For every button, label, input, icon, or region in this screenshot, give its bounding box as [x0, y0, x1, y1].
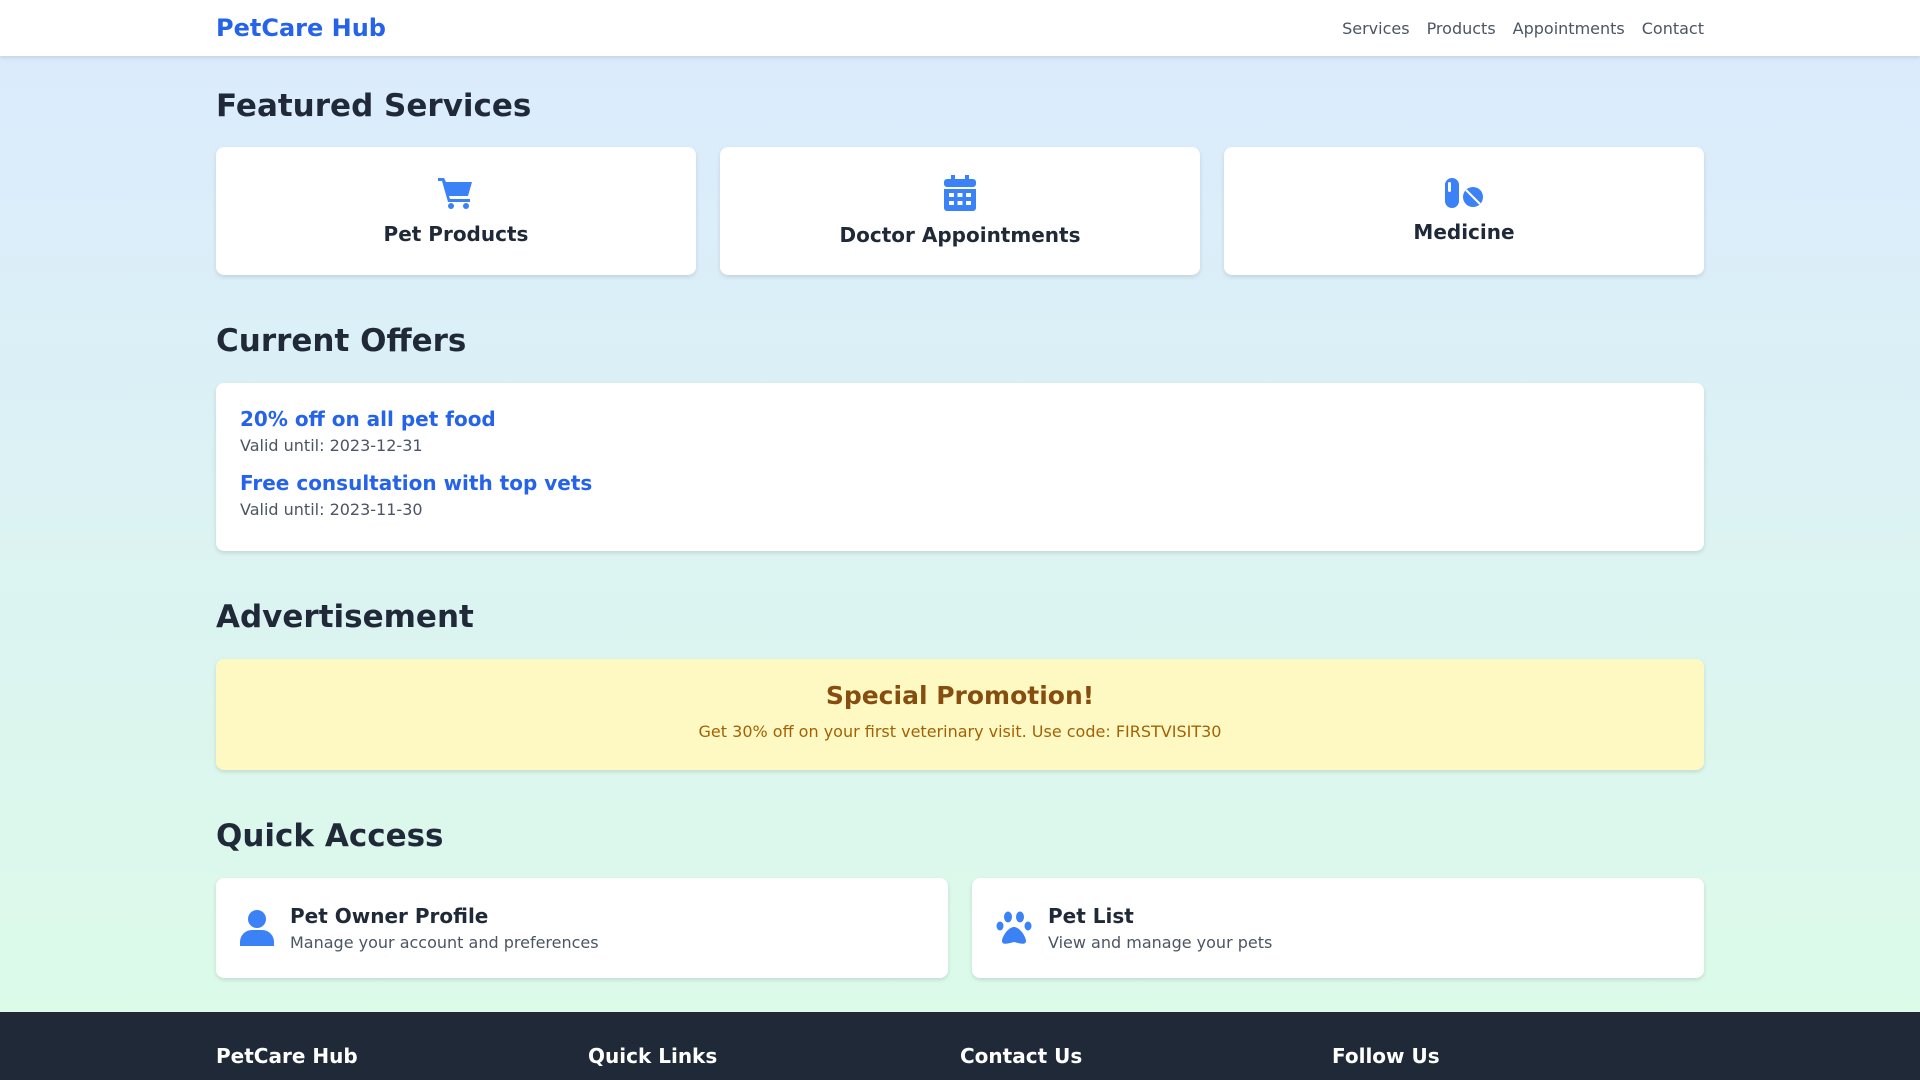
- offer-item: 20% off on all pet food Valid until: 202…: [240, 407, 1680, 455]
- footer-brand: PetCare Hub: [216, 1044, 358, 1068]
- site-footer: PetCare Hub Quick Links Contact Us Follo…: [0, 1012, 1920, 1080]
- offer-validity: Valid until: 2023-11-30: [240, 500, 423, 519]
- service-label: Pet Products: [383, 222, 529, 246]
- nav-contact[interactable]: Contact: [1641, 18, 1704, 38]
- quick-access-pet-list[interactable]: Pet List View and manage your pets: [972, 878, 1704, 978]
- footer-quick-links-heading: Quick Links: [588, 1044, 718, 1068]
- offers-title: Current Offers: [216, 323, 467, 359]
- main-content: Featured Services Pet Products Doctor Ap…: [216, 88, 1704, 978]
- site-header: PetCare Hub Services Products Appointmen…: [0, 0, 1920, 56]
- offer-title[interactable]: 20% off on all pet food: [240, 407, 496, 431]
- quick-access-desc: Manage your account and preferences: [290, 933, 599, 952]
- quick-access-title: Pet Owner Profile: [290, 904, 489, 928]
- offer-title[interactable]: Free consultation with top vets: [240, 471, 593, 495]
- offer-item: Free consultation with top vets Valid un…: [240, 471, 1680, 519]
- advertisement-title: Advertisement: [216, 599, 474, 635]
- service-label: Doctor Appointments: [839, 223, 1081, 247]
- service-card-pet-products[interactable]: Pet Products: [216, 147, 696, 275]
- calendar-icon: [944, 175, 976, 211]
- logo[interactable]: PetCare Hub: [216, 14, 386, 42]
- paw-icon: [996, 911, 1032, 945]
- nav-services[interactable]: Services: [1342, 18, 1410, 38]
- nav-appointments[interactable]: Appointments: [1512, 18, 1625, 38]
- service-card-doctor-appointments[interactable]: Doctor Appointments: [720, 147, 1200, 275]
- quick-access-pet-owner-profile[interactable]: Pet Owner Profile Manage your account and…: [216, 878, 948, 978]
- promotion-text: Get 30% off on your first veterinary vis…: [698, 722, 1222, 741]
- nav-products[interactable]: Products: [1426, 18, 1496, 38]
- service-label: Medicine: [1413, 220, 1515, 244]
- service-card-medicine[interactable]: Medicine: [1224, 147, 1704, 275]
- cart-icon: [438, 176, 474, 210]
- quick-access-desc: View and manage your pets: [1048, 933, 1273, 952]
- promotion-banner[interactable]: Special Promotion! Get 30% off on your f…: [216, 659, 1704, 770]
- user-icon: [240, 910, 274, 946]
- promotion-headline: Special Promotion!: [825, 681, 1095, 710]
- offers-panel: 20% off on all pet food Valid until: 202…: [216, 383, 1704, 551]
- pills-icon: [1445, 178, 1483, 208]
- offer-validity: Valid until: 2023-12-31: [240, 436, 423, 455]
- quick-access-title: Quick Access: [216, 818, 444, 854]
- featured-title: Featured Services: [216, 88, 532, 124]
- quick-access-title: Pet List: [1048, 904, 1134, 928]
- footer-follow-heading: Follow Us: [1332, 1044, 1440, 1068]
- main-nav: Services Products Appointments Contact: [1342, 19, 1704, 38]
- footer-contact-heading: Contact Us: [960, 1044, 1083, 1068]
